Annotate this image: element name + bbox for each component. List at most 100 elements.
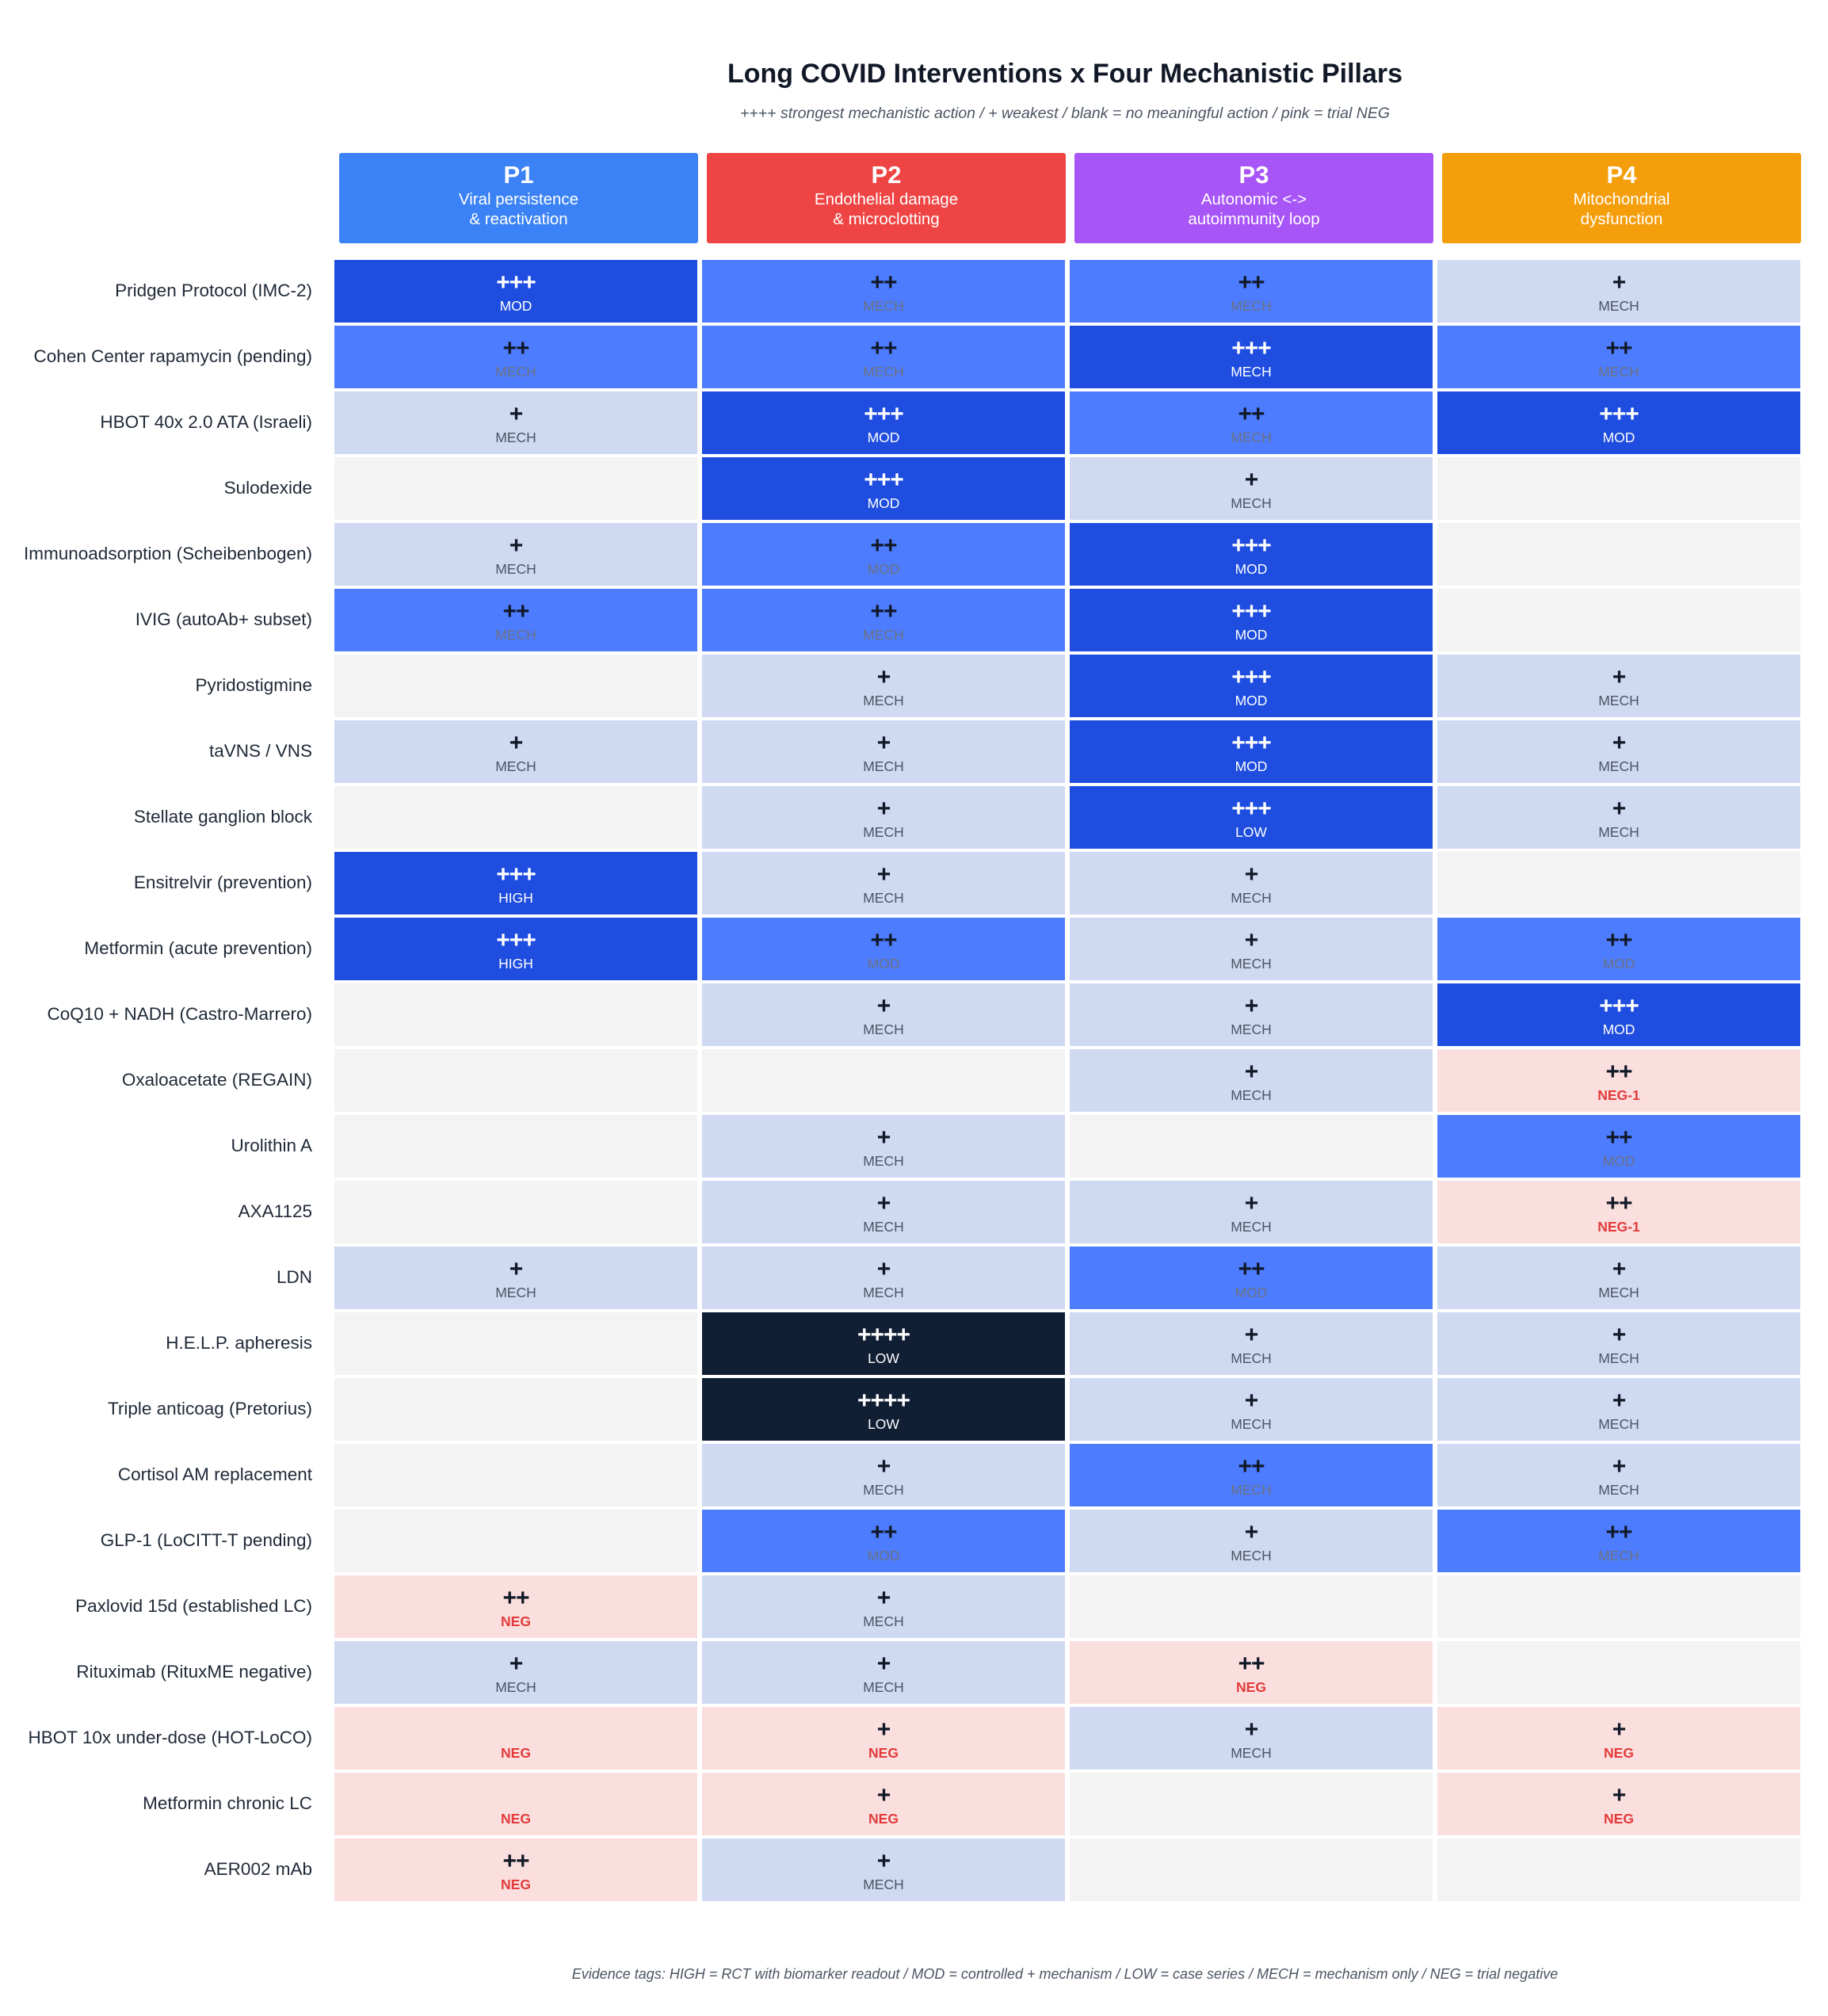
pillar-id: P1 [503,161,534,189]
evidence-tag: NEG-1 [1597,1219,1640,1235]
evidence-tag: LOW [1235,824,1267,840]
evidence-tag: MECH [1598,298,1639,314]
strength-symbol: + [876,1585,891,1611]
evidence-tag: NEG [501,1811,531,1827]
row-label: Cohen Center rapamycin (pending) [33,346,312,366]
row-label: IVIG (autoAb+ subset) [135,609,312,629]
strength-symbol: ++ [870,1519,897,1545]
evidence-tag: MOD [867,956,900,972]
heatmap-cell [702,1049,1065,1112]
heatmap-cell [334,1049,697,1112]
heatmap-cell [1437,457,1800,520]
evidence-tag: NEG [1236,1679,1266,1695]
strength-symbol: + [509,533,524,559]
heatmap-cell: ++++ LOW [702,1312,1065,1375]
strength-symbol: + [1612,730,1627,756]
evidence-tag: MOD [867,430,900,445]
evidence-tag: LOW [868,1350,899,1366]
evidence-tag: MECH [863,1021,904,1037]
evidence-tag: MECH [1598,364,1639,380]
pillar-header-p2: P2 Endothelial damage & microclotting [707,153,1066,243]
heatmap-cell: + MECH [334,1247,697,1309]
strength-symbol: ++ [502,335,529,361]
evidence-tag: MECH [863,824,904,840]
strength-symbol: + [1612,1322,1627,1348]
heatmap-cell: + MECH [1437,1247,1800,1309]
heatmap-cell: + MECH [1070,1181,1433,1243]
heatmap-cell: ++ MOD [702,1510,1065,1572]
strength-symbol: + [876,1256,891,1282]
pillar-label-line-1: Endothelial damage [814,190,959,208]
evidence-tag: MECH [863,1877,904,1892]
pillar-label-line-2: autoimmunity loop [1188,210,1320,228]
row-label: Immunoadsorption (Scheibenbogen) [24,544,312,563]
evidence-tag: MOD [1235,1285,1268,1300]
strength-symbol: ++ [870,533,897,559]
heatmap-cell: +++ LOW [1070,786,1433,849]
evidence-tag: MOD [1602,430,1635,445]
evidence-tag: MECH [495,1679,536,1695]
strength-symbol: + [1244,1388,1259,1414]
heatmap-cell: +++ MOD [334,260,697,323]
heatmap-cell: +++ MOD [702,391,1065,454]
heatmap-cell: + MECH [334,720,697,783]
strength-symbol: +++ [1231,533,1272,559]
evidence-tag: MECH [1231,430,1272,445]
evidence-tag: MECH [1231,1219,1272,1235]
evidence-tag: MOD [867,495,900,511]
evidence-tag: HIGH [498,890,533,906]
heatmap-cell: ++ NEG [334,1838,697,1901]
strength-symbol: ++ [870,269,897,296]
evidence-tag: MOD [1602,1153,1635,1169]
evidence-tag: NEG [1604,1745,1634,1761]
heatmap-cell: + MECH [1070,457,1433,520]
evidence-tag: MECH [1231,1416,1272,1432]
strength-symbol: +++ [1231,335,1272,361]
heatmap-cell: +++ HIGH [334,918,697,980]
evidence-tag: MECH [1231,298,1272,314]
heatmap-cell: + MECH [1437,720,1800,783]
heatmap-cell: ++ MECH [1070,260,1433,323]
heatmap-cell [334,1510,697,1572]
evidence-tag: MECH [863,1153,904,1169]
heatmap-cell [1437,523,1800,586]
strength-symbol: + [876,1848,891,1874]
evidence-tag: MECH [863,627,904,643]
strength-symbol: + [1244,1059,1259,1085]
heatmap-cell: + MECH [702,1444,1065,1506]
strength-symbol: ++++ [857,1388,910,1414]
evidence-tag: MECH [863,693,904,708]
row-label: LDN [276,1267,312,1287]
strength-symbol: + [1612,1256,1627,1282]
pillar-label-line-2: & microclotting [833,210,940,228]
evidence-tag: MECH [1231,1482,1272,1498]
strength-symbol: +++ [864,467,904,493]
strength-symbol: + [1244,1322,1259,1348]
evidence-tag: MECH [863,1613,904,1629]
heatmap-cell: + MECH [1437,1312,1800,1375]
strength-symbol: ++ [870,598,897,624]
evidence-tag: NEG [1604,1811,1634,1827]
evidence-tag: MECH [495,430,536,445]
row-label: CoQ10 + NADH (Castro-Marrero) [47,1004,312,1024]
heatmap-cell: +++ MOD [1437,983,1800,1046]
strength-symbol: + [876,796,891,822]
strength-symbol: +++ [496,269,536,296]
strength-symbol: + [876,1190,891,1216]
evidence-tag: NEG [501,1745,531,1761]
strength-symbol: +++ [864,401,904,427]
heatmap-cell: + MECH [1070,1510,1433,1572]
row-label: Stellate ganglion block [133,807,312,827]
heatmap-cell [334,655,697,717]
evidence-tag: MECH [495,364,536,380]
strength-symbol: + [876,664,891,690]
heatmap-cell: + NEG [702,1707,1065,1770]
heatmap-cell: ++ NEG-1 [1437,1049,1800,1112]
evidence-tag: MECH [1231,890,1272,906]
heatmap-cell: + MECH [1070,852,1433,914]
heatmap-cell: NEG [334,1707,697,1770]
evidence-tag: MECH [863,890,904,906]
evidence-tag: MECH [863,364,904,380]
row-label: Cortisol AM replacement [117,1464,312,1484]
strength-symbol: ++ [1605,1124,1632,1151]
